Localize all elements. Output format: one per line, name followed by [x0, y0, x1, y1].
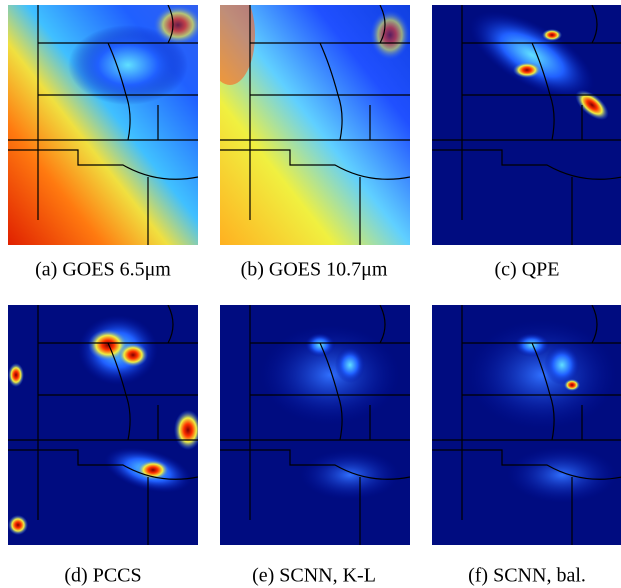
caption: (a) GOES 6.5μm	[35, 259, 171, 281]
panel-image	[220, 305, 410, 545]
caption: (c) QPE	[495, 259, 560, 281]
panel-image	[220, 5, 410, 245]
caption: (f) SCNN, bal.	[468, 565, 586, 587]
caption: (e) SCNN, K-L	[252, 565, 376, 587]
caption: (d) PCCS	[64, 565, 141, 587]
panel-image	[8, 5, 198, 245]
panel-image	[432, 305, 621, 545]
caption: (b) GOES 10.7μm	[241, 259, 388, 281]
panel-image	[8, 305, 198, 545]
panel-image	[432, 5, 621, 245]
